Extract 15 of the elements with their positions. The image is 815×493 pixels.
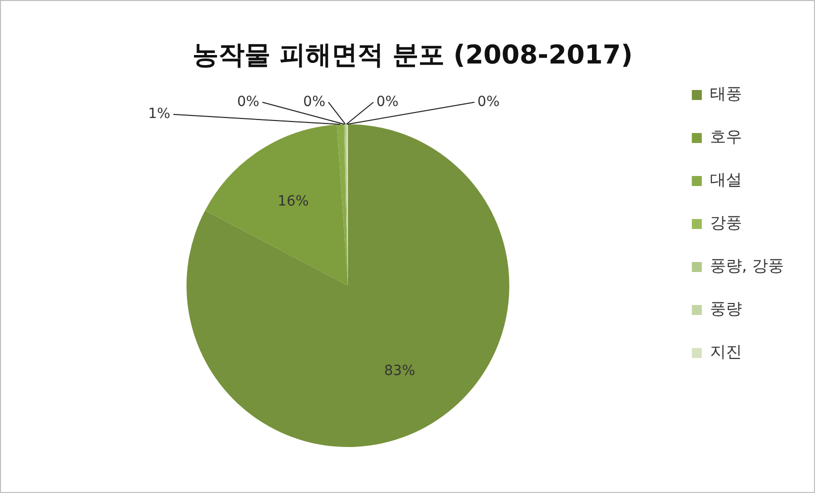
data-label: 0% (477, 94, 500, 110)
data-label: 16% (278, 193, 309, 210)
legend-label: 호우 (710, 127, 742, 146)
data-label: 0% (237, 94, 260, 110)
data-label: 0% (376, 94, 399, 110)
legend-label: 태풍 (710, 84, 742, 104)
legend-label: 풍량 (710, 299, 742, 318)
chart-title: 농작물 피해면적 분포 (2008-2017) (192, 40, 633, 70)
data-label: 0% (303, 94, 326, 110)
legend-label: 지진 (710, 342, 742, 362)
legend-label: 강풍 (710, 213, 742, 232)
data-label: 1% (148, 106, 170, 122)
data-label: 83% (384, 362, 416, 379)
legend-label: 풍량, 강풍 (710, 256, 784, 276)
legend-label: 대설 (710, 170, 742, 190)
